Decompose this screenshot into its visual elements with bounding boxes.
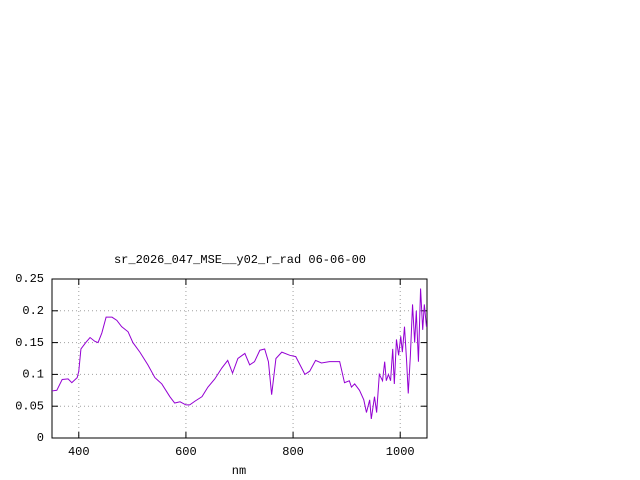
x-tick-label: 800 xyxy=(282,445,304,459)
y-tick-label: 0.2 xyxy=(22,304,44,318)
data-line xyxy=(51,288,427,419)
y-tick-label: 0.1 xyxy=(22,368,44,382)
chart-title: sr_2026_047_MSE__y02_r_rad 06-06-00 xyxy=(114,253,366,267)
x-tick-label: 600 xyxy=(175,445,197,459)
x-tick-label: 400 xyxy=(68,445,90,459)
y-tick-label: 0 xyxy=(37,431,44,445)
x-tick-label: 1000 xyxy=(386,445,415,459)
y-tick-label: 0.25 xyxy=(15,272,44,286)
y-tick-label: 0.05 xyxy=(15,399,44,413)
y-tick-label: 0.15 xyxy=(15,336,44,350)
x-axis-label: nm xyxy=(232,464,246,478)
plot-border xyxy=(51,278,428,439)
